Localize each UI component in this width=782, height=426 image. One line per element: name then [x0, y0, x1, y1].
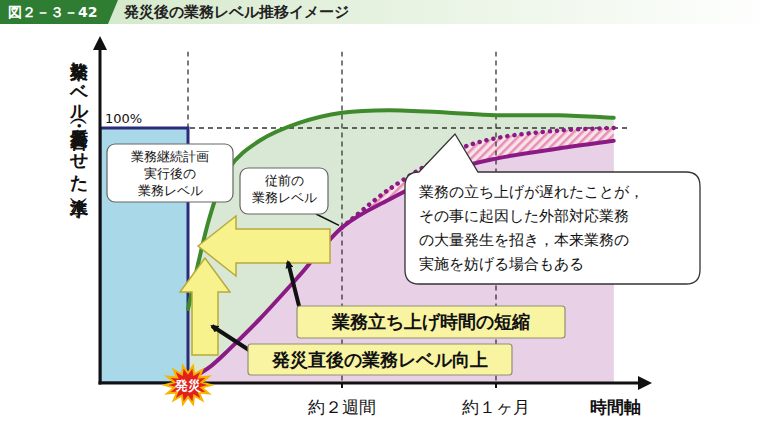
title: 発災後の業務レベル推移イメージ: [123, 3, 349, 21]
x-axis-arrow: [638, 376, 652, 390]
y-axis: [99, 46, 102, 385]
label-box: [240, 168, 328, 214]
balloon-text: 業務の立ち上げが遅れたことが，: [419, 183, 644, 201]
x-tick-label: 約１ヶ月: [462, 397, 530, 417]
series-label: 業務レベル: [138, 183, 203, 198]
annotation-box: [248, 344, 512, 375]
balloon-text: の大量発生を招き，本来業務の: [419, 231, 629, 249]
series-label: 業務レベル: [252, 190, 317, 205]
series-label: 実行後の: [144, 166, 196, 181]
plot-area: [100, 52, 628, 384]
disaster-burst: [165, 366, 211, 404]
balloon-text: その事に起因した外部対応業務: [419, 207, 629, 225]
x-tick: [341, 383, 343, 388]
grid: [100, 52, 628, 384]
x-tick-label: 発災: [174, 378, 201, 393]
balloon-text: 実施を妨げる場合もある: [419, 255, 584, 273]
y-axis-arrow: [93, 36, 107, 50]
annotations: 業務継続計画実行後の業務レベル 従前の業務レベル業務立ち上げ時間の短縮発災直後の業…: [107, 134, 700, 375]
y-axis-label: 業務レベル（質・量合わせた水準）: [66, 48, 92, 408]
left-arrow: [198, 216, 330, 276]
series-label: 業務継続計画: [131, 149, 209, 164]
y-tick-label: 100%: [105, 111, 142, 126]
leader-line: [316, 214, 339, 225]
label-box: [107, 144, 233, 202]
up-arrow: [180, 258, 230, 355]
x-axis-label: 時間軸: [590, 397, 641, 417]
annotation-text: 業務立ち上げ時間の短縮: [331, 311, 530, 332]
x-tick-label: 約２週間: [308, 397, 376, 417]
series-label: 従前の: [265, 173, 304, 188]
chart: 図２－３－42 発災後の業務レベル推移イメージ 100% 発災約２週間 約１ヶ月 時間軸 業…: [0, 0, 782, 426]
header-band: [0, 0, 782, 24]
figure-tag: [0, 0, 118, 24]
annotation-text: 発災直後の業務レベル向上: [271, 349, 488, 370]
speech-balloon: [405, 134, 700, 284]
x-tick: [495, 383, 497, 388]
pointer-arrow: [212, 326, 252, 352]
figure-number: 図２－３－42: [8, 4, 97, 20]
annotation-box: [297, 306, 565, 338]
